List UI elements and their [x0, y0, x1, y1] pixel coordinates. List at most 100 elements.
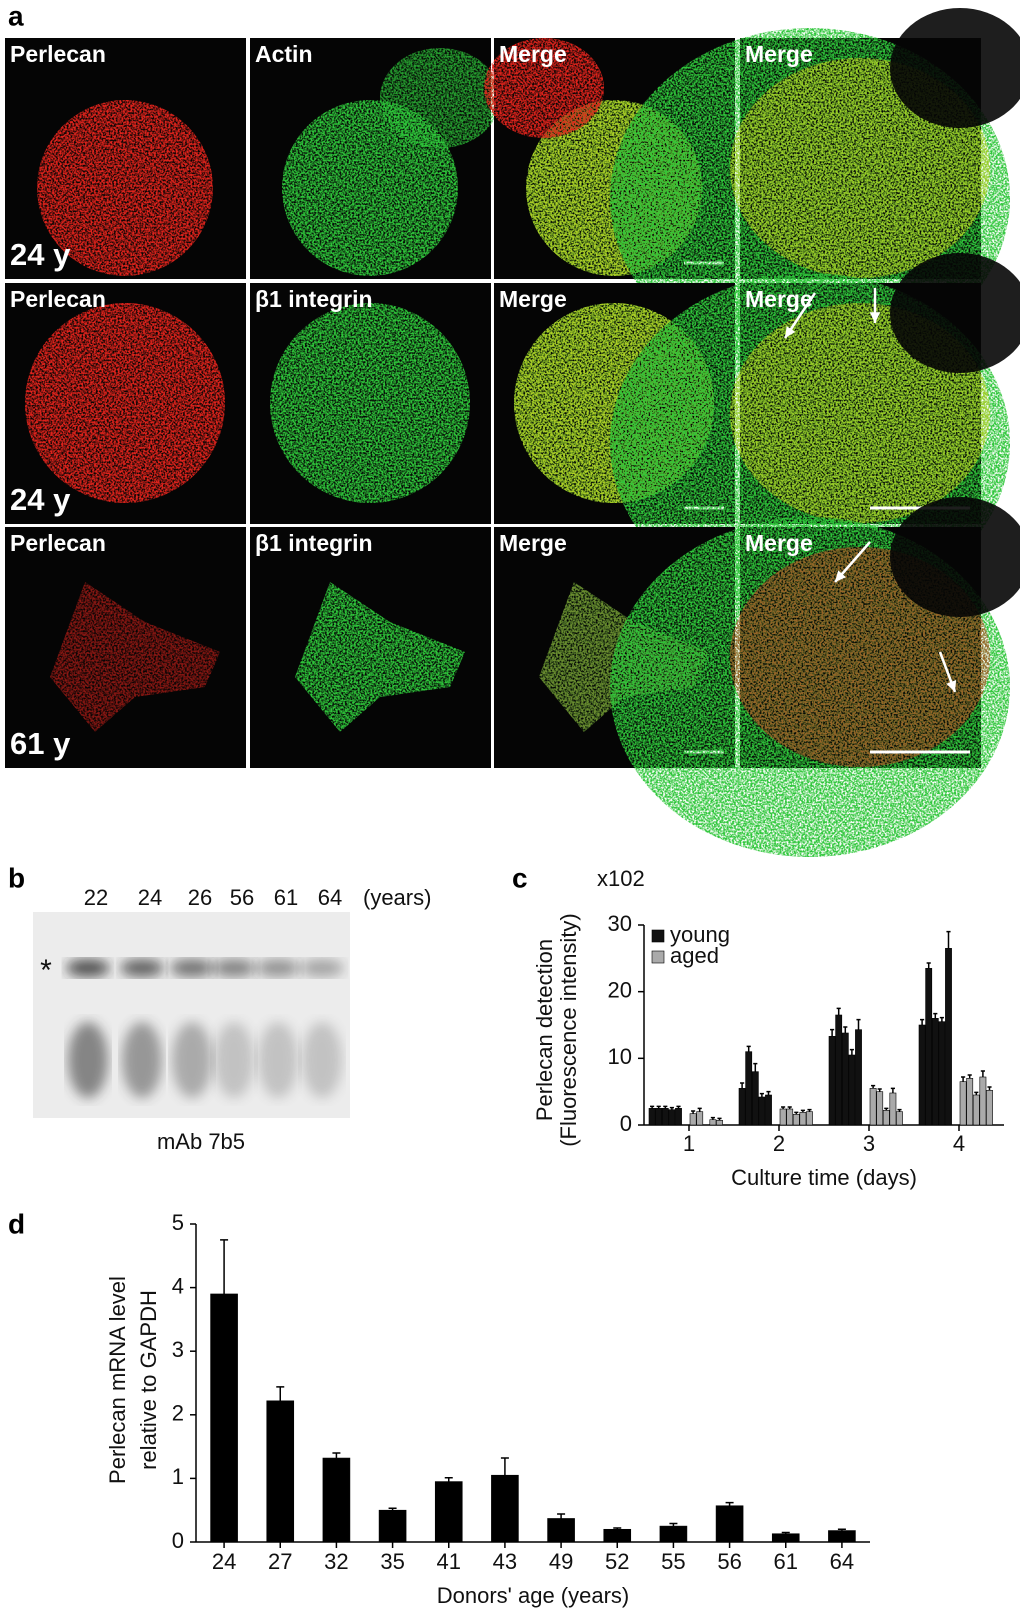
channel-label: Merge — [745, 286, 813, 312]
background-gap — [890, 497, 1020, 617]
panel-letter: b — [8, 862, 25, 893]
lane-label: 22 — [84, 885, 108, 910]
legend-label: young — [670, 922, 730, 947]
bar — [765, 1094, 772, 1126]
blot-band — [170, 959, 214, 977]
channel-label: Merge — [499, 530, 567, 556]
x-tick-label: 1 — [683, 1131, 695, 1156]
background-gap — [890, 253, 1020, 373]
cell — [484, 38, 604, 138]
bar — [266, 1400, 295, 1543]
bar — [655, 1108, 663, 1126]
error-bar — [276, 1386, 285, 1401]
panel-letter: a — [8, 0, 24, 31]
error-bar — [980, 1070, 985, 1077]
legend-swatch — [651, 950, 665, 964]
bar — [709, 1119, 717, 1126]
error-bar — [836, 1007, 841, 1015]
x-tick-label: 56 — [717, 1549, 741, 1574]
bar — [882, 1110, 890, 1126]
channel-label: Merge — [499, 286, 567, 312]
y-tick-label: 20 — [608, 977, 632, 1002]
micrograph: Merge — [610, 497, 1020, 857]
error-bar — [332, 1452, 341, 1459]
error-bar — [781, 1106, 786, 1109]
bar — [889, 1092, 897, 1126]
y-axis-label: Perlecan detection — [532, 939, 557, 1121]
bar — [855, 1029, 862, 1126]
bar — [828, 1036, 836, 1126]
channel-label: β1 integrin — [255, 530, 373, 556]
bar — [745, 1051, 753, 1126]
error-bar — [669, 1106, 674, 1110]
bar — [675, 1108, 682, 1126]
y-tick-label: 30 — [608, 911, 632, 936]
bar — [659, 1525, 688, 1543]
error-bar — [663, 1105, 668, 1109]
error-bar — [220, 1239, 229, 1294]
bar — [715, 1505, 744, 1543]
x-tick-label: 49 — [549, 1549, 573, 1574]
bar — [434, 1481, 463, 1543]
y-axis-label: relative to GAPDH — [136, 1290, 161, 1470]
cell — [295, 582, 465, 732]
bar — [779, 1108, 787, 1126]
bar — [828, 1530, 856, 1543]
channel-label: Actin — [255, 41, 313, 67]
y-tick-label: 4 — [172, 1273, 184, 1298]
x-tick-label: 27 — [268, 1549, 292, 1574]
x-tick-label: 41 — [437, 1549, 461, 1574]
lane-label: 24 — [138, 885, 162, 910]
bar — [758, 1096, 766, 1126]
error-bar — [691, 1110, 696, 1114]
error-bar — [781, 1531, 790, 1534]
error-bar — [759, 1092, 764, 1097]
micrograph: Actin — [250, 38, 500, 279]
arrow-head — [869, 312, 881, 323]
blot-smear — [258, 1022, 298, 1098]
donor-age: 61 y — [10, 726, 71, 761]
legend-label: aged — [670, 943, 719, 968]
bar — [547, 1518, 575, 1543]
bar — [792, 1114, 800, 1126]
y-tick-label: 5 — [172, 1210, 184, 1235]
x-tick-label: 2 — [773, 1131, 785, 1156]
blot-smear — [214, 1022, 254, 1098]
error-bar — [388, 1507, 397, 1511]
error-bar — [787, 1106, 792, 1109]
error-bar — [740, 1082, 745, 1089]
x-tick-label: 35 — [380, 1549, 404, 1574]
bar — [806, 1111, 813, 1126]
y-tick-label: 1 — [172, 1464, 184, 1489]
error-bar — [856, 1018, 861, 1030]
bar — [648, 1108, 656, 1126]
error-bar — [884, 1107, 889, 1111]
channel-label: Perlecan — [10, 286, 106, 312]
micrograph: Perlecan 24 y — [5, 283, 246, 524]
bar — [771, 1533, 800, 1543]
error-bar — [920, 1018, 925, 1025]
error-bar — [939, 1016, 944, 1022]
channel-label: Merge — [745, 41, 813, 67]
channel-label: Merge — [499, 41, 567, 67]
arrow-head — [835, 570, 847, 582]
western-blot — [33, 912, 350, 1118]
error-bar — [725, 1501, 734, 1506]
x-tick-label: 4 — [953, 1131, 965, 1156]
micrograph: Perlecan 24 y — [5, 38, 246, 279]
channel-label: Perlecan — [10, 41, 106, 67]
bar — [959, 1081, 967, 1126]
error-bar — [837, 1528, 846, 1531]
error-bar — [890, 1087, 895, 1093]
background-gap — [890, 8, 1020, 128]
x-axis-label: Culture time (days) — [731, 1165, 917, 1190]
error-bar — [557, 1513, 566, 1519]
error-bar — [650, 1105, 655, 1109]
bar — [966, 1078, 974, 1126]
lane-label: 26 — [188, 885, 212, 910]
error-bar — [656, 1105, 661, 1109]
y-tick-label: 10 — [608, 1044, 632, 1069]
donor-age: 24 y — [10, 237, 71, 272]
error-bar — [766, 1090, 771, 1095]
